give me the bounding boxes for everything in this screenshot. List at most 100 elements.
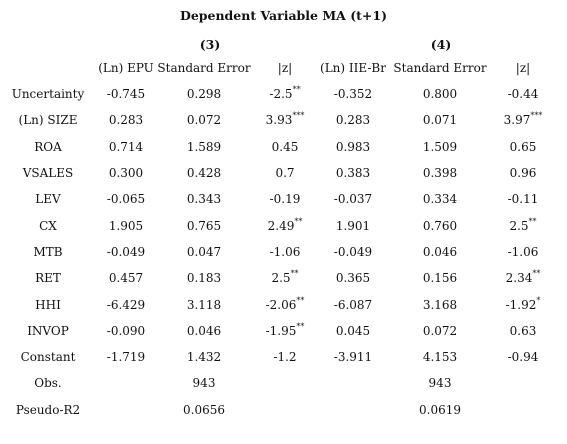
table-title: Dependent Variable MA (t+1) [179,8,388,23]
cell-coef-3: 0.283 [96,107,156,133]
cell-std-error-4: 943 [388,370,492,396]
cell-z-3 [252,397,318,423]
cell-value: -6.429 [106,297,146,312]
cell-value: 3.93 [265,113,293,128]
cell-z-4: -0.94 [492,344,554,370]
cell-z-3: 0.7 [252,160,318,186]
cell-coef-3: 0.457 [96,265,156,291]
row-variable-name: VSALES [22,166,74,181]
cell-value: 943 [428,376,452,391]
cell-std-error-3: 0.298 [156,81,252,107]
cell-std-error-4: 0.072 [388,318,492,344]
table-row: INVOP -0.090 0.046 -1.95** 0.045 0.072 0.63 [0,318,554,344]
cell-z-4: -0.44 [492,81,554,107]
cell-value: -6.087 [333,297,373,312]
cell-std-error-4: 0.398 [388,160,492,186]
cell-value: 0.63 [509,323,537,338]
table-row: Uncertainty -0.745 0.298 -2.5** -0.352 0.800 -… [0,81,554,107]
cell-z-3: -1.2 [252,344,318,370]
cell-value: 0.045 [335,323,371,338]
cell-z-4: 3.97*** [492,107,554,133]
row-variable-name: RET [35,271,61,286]
row-variable-name: Pseudo-R2 [15,402,81,417]
cell-z-3: 2.49** [252,212,318,238]
cell-value: 0.765 [186,218,222,233]
cell-z-4: 2.34** [492,265,554,291]
header-std-error-4: Standard Error [393,61,487,75]
header-ln-epu: (Ln) EPU [98,61,154,75]
cell-coef-4 [318,370,388,396]
cell-coef-4: 0.365 [318,265,388,291]
cell-value: -1.2 [273,350,297,365]
row-variable-name: INVOP [27,323,69,338]
cell-value: 0.046 [186,323,222,338]
cell-value: -0.090 [106,323,146,338]
cell-coef-3: -0.049 [96,239,156,265]
cell-z-3: 3.93*** [252,107,318,133]
row-variable-name: (Ln) SIZE [18,113,78,128]
cell-coef-4: -0.037 [318,186,388,212]
cell-value: 0.428 [186,166,222,181]
table-row: CX 1.905 0.765 2.49** 1.901 0.760 2.5** [0,212,554,238]
table-row: ROA 0.714 1.589 0.45 0.983 1.509 0.65 [0,134,554,160]
cell-value: 0.398 [422,166,458,181]
row-variable-name: CX [39,218,57,233]
model-label-3: (3) [199,37,221,52]
cell-coef-3: 0.714 [96,134,156,160]
significance-marker: *** [292,111,305,121]
cell-value: 0.7 [275,166,295,181]
table-row: HHI -6.429 3.118 -2.06** -6.087 3.168 -1.92* [0,291,554,317]
cell-value: 0.283 [108,113,144,128]
header-ln-iie-br: (Ln) IIE-Br [320,61,386,75]
cell-value: -0.19 [269,192,301,207]
cell-std-error-3: 0.072 [156,107,252,133]
cell-value: 0.714 [108,139,144,154]
cell-value: 943 [192,376,216,391]
cell-z-3: 0.45 [252,134,318,160]
cell-value: -0.745 [106,87,146,102]
cell-value: -0.94 [507,350,539,365]
significance-marker: * [536,295,541,305]
cell-coef-3 [96,370,156,396]
cell-std-error-4: 4.153 [388,344,492,370]
cell-std-error-4: 3.168 [388,291,492,317]
regression-table: (Ln) EPU Standard Error |z| (Ln) IIE-Br … [0,55,554,423]
cell-z-4: -1.06 [492,239,554,265]
cell-z-4: -0.11 [492,186,554,212]
cell-coef-4: 0.045 [318,318,388,344]
cell-value: 0.65 [509,139,537,154]
cell-std-error-3: 0.046 [156,318,252,344]
cell-value: 0.365 [335,271,371,286]
cell-value: -0.065 [106,192,146,207]
significance-marker: ** [296,321,305,331]
cell-value: -0.037 [333,192,373,207]
significance-marker: ** [294,216,303,226]
cell-value: 2.49 [267,218,295,233]
cell-value: -1.06 [269,244,301,259]
cell-value: 0.0656 [183,402,225,417]
cell-coef-4: -3.911 [318,344,388,370]
cell-std-error-3: 1.432 [156,344,252,370]
cell-value: 0.300 [108,166,144,181]
cell-value: 0.072 [186,113,222,128]
row-variable-name: LEV [35,192,61,207]
cell-coef-4 [318,397,388,423]
cell-std-error-4: 0.0619 [388,397,492,423]
row-variable-name: Obs. [34,376,62,391]
cell-value: 0.983 [335,139,371,154]
significance-marker: ** [290,269,299,279]
cell-coef-4: -6.087 [318,291,388,317]
cell-coef-3: -0.745 [96,81,156,107]
cell-value: 1.432 [186,350,222,365]
cell-coef-3: -0.090 [96,318,156,344]
cell-z-3: -2.06** [252,291,318,317]
cell-value: 1.905 [108,218,144,233]
row-variable-name: HHI [35,297,61,312]
cell-z-4: 0.65 [492,134,554,160]
cell-coef-3: 1.905 [96,212,156,238]
cell-z-4: 0.63 [492,318,554,344]
cell-coef-3: -0.065 [96,186,156,212]
cell-z-3: -2.5** [252,81,318,107]
cell-value: -1.06 [507,244,539,259]
table-row: RET 0.457 0.183 2.5** 0.365 0.156 2.34** [0,265,554,291]
